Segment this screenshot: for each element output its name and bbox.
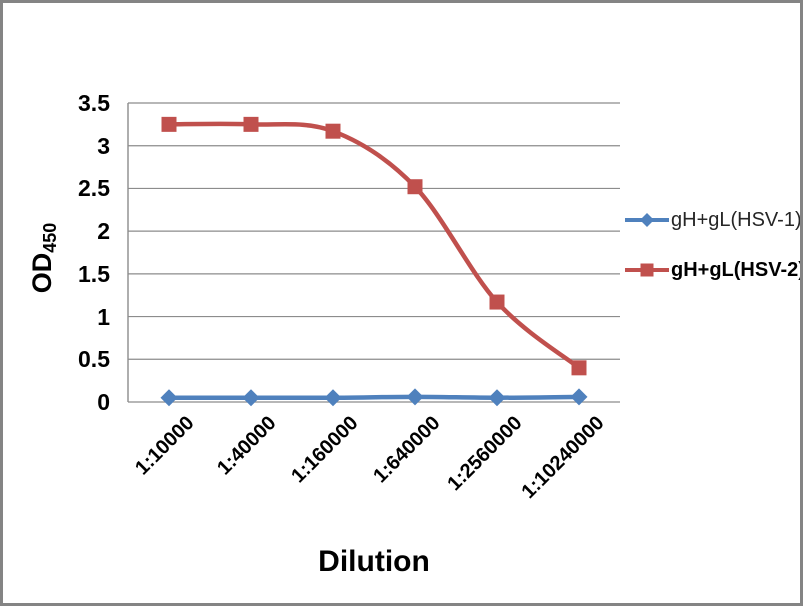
square-marker xyxy=(243,116,259,132)
series-line-2 xyxy=(166,121,582,371)
y-tick-label: 3.5 xyxy=(78,90,110,116)
diamond-marker xyxy=(324,389,342,407)
legend-label: gH+gL(HSV-2) xyxy=(671,258,803,281)
square-marker xyxy=(325,123,341,139)
legend-label: gH+gL(HSV-1) xyxy=(671,208,802,231)
plot-area xyxy=(127,102,620,407)
y-tick-label: 1.5 xyxy=(78,260,110,287)
y-tick-label: 0.5 xyxy=(78,346,110,373)
legend-diamond-marker-icon xyxy=(640,213,654,227)
y-tick-label: 3 xyxy=(97,132,110,159)
series-line-1 xyxy=(166,394,582,401)
x-axis-title: Dilution xyxy=(318,545,430,578)
legend-key-sample xyxy=(625,263,669,277)
y-tick-label: 2.5 xyxy=(78,175,110,202)
diamond-marker xyxy=(160,389,178,407)
legend-item-2: gH+gL(HSV-2) xyxy=(624,258,803,282)
y-tick-label: 1 xyxy=(97,303,110,330)
legend-key-sample xyxy=(625,213,669,227)
diamond-marker xyxy=(570,388,588,406)
y-tick-label: 0 xyxy=(97,389,110,415)
diamond-marker xyxy=(406,388,424,406)
diamond-marker xyxy=(488,389,506,407)
diamond-marker xyxy=(242,389,260,407)
legend-square-marker-icon xyxy=(640,263,654,277)
square-marker xyxy=(161,116,177,132)
square-marker xyxy=(489,294,505,310)
y-tick-label: 2 xyxy=(97,218,110,245)
square-marker xyxy=(571,360,587,376)
legend-item-1: gH+gL(HSV-1) xyxy=(624,208,802,232)
square-marker xyxy=(407,179,423,195)
